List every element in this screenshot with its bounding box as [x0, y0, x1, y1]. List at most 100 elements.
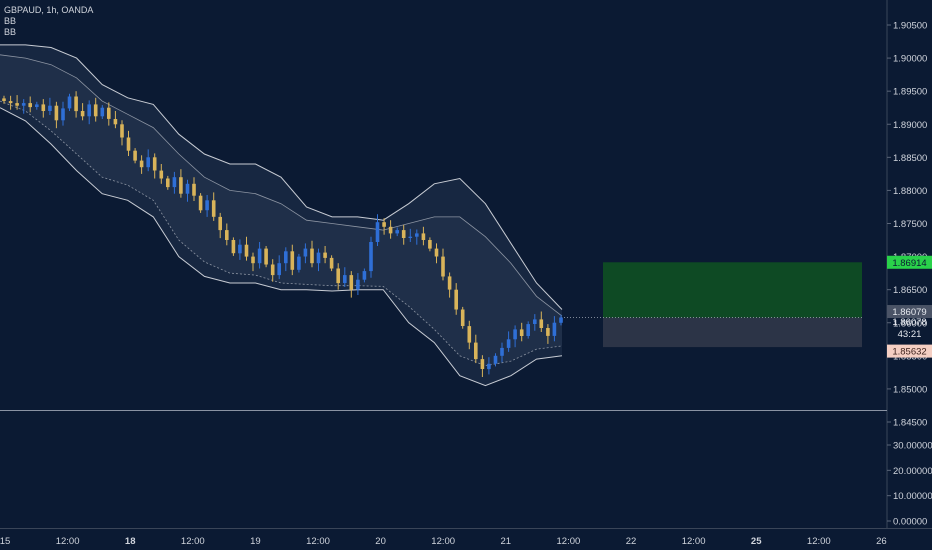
candles	[2, 91, 862, 377]
lower-pane-axis[interactable]: 30.00000 20.00000 10.00000 0.00000	[887, 441, 932, 528]
candle-body	[93, 104, 98, 117]
time-tick-label: 25	[751, 536, 762, 547]
candle-body	[107, 107, 111, 119]
symbol-title[interactable]: GBPAUD, 1h, OANDA	[4, 5, 94, 15]
time-tick-label: 26	[876, 536, 887, 547]
candle-body	[310, 248, 314, 264]
long-position-tool[interactable]	[603, 262, 862, 348]
time-tick-label: 15	[0, 536, 10, 547]
candle-body	[80, 111, 85, 117]
candle-body	[28, 103, 32, 108]
candle-body	[408, 236, 413, 238]
indicator-label-bb-2[interactable]: BB	[4, 27, 17, 37]
last-price-label: 1.86079	[892, 307, 926, 318]
candle-body	[120, 124, 124, 138]
candle-body	[539, 319, 544, 328]
price-tick-label: 1.86000	[893, 318, 927, 329]
candle-body	[185, 183, 190, 194]
candle-body	[454, 289, 458, 310]
stop-zone[interactable]	[603, 317, 862, 348]
time-tick-label: 18	[125, 536, 136, 547]
candle-body	[493, 355, 498, 364]
chart-legend: GBPAUD, 1h, OANDA BB BB	[4, 5, 93, 38]
time-tick-label: 12:00	[306, 536, 330, 547]
candle-body	[303, 248, 308, 257]
candle-body	[244, 244, 249, 257]
candle-body	[21, 103, 26, 106]
candle-body	[336, 268, 340, 284]
candle-body	[172, 177, 177, 188]
candle-body	[238, 244, 242, 254]
candle-body	[8, 101, 13, 104]
candle-body	[447, 276, 452, 290]
candle-body	[179, 177, 183, 194]
candle-body	[329, 257, 334, 269]
candle-body	[113, 119, 118, 125]
candle-body	[290, 251, 295, 270]
candle-body	[349, 275, 354, 290]
candle-body	[343, 275, 347, 283]
price-tick-label: 1.85000	[893, 384, 927, 395]
price-tick-label: 1.86500	[893, 285, 927, 296]
candle-body	[546, 328, 550, 336]
candle-body	[441, 256, 445, 277]
candle-body	[480, 359, 485, 369]
lower-tick-label: 20.00000	[893, 466, 932, 477]
time-tick-label: 22	[626, 536, 637, 547]
price-tick-label: 1.90000	[893, 54, 927, 65]
candle-body	[48, 105, 52, 111]
candle-body	[356, 279, 360, 290]
candle-body	[139, 160, 144, 168]
candle-body	[74, 96, 78, 112]
stop-price-label: 1.85632	[892, 347, 926, 358]
time-tick-label: 12:00	[682, 536, 706, 547]
time-tick-label: 21	[501, 536, 512, 547]
candle-body	[487, 363, 491, 370]
last-price-label-bg	[887, 305, 932, 319]
inner-lower-band	[0, 100, 563, 367]
candle-body	[552, 322, 557, 336]
candle-body	[284, 251, 288, 264]
candle-body	[225, 230, 229, 240]
candle-body	[41, 104, 46, 111]
candle-body	[205, 200, 209, 211]
candle-body	[2, 98, 6, 101]
lower-tick-label: 10.00000	[893, 491, 932, 502]
candle-body	[434, 248, 439, 257]
candle-body	[428, 240, 432, 249]
bar-countdown-label: 43:21	[898, 329, 922, 340]
candle-body	[257, 248, 262, 264]
time-tick-label: 12:00	[56, 536, 80, 547]
bollinger-bands	[0, 44, 563, 387]
price-tick-label: 1.90500	[893, 21, 927, 32]
candle-body	[198, 195, 203, 211]
indicator-label-bb-1[interactable]: BB	[4, 16, 17, 26]
entry-price-label: 1.86078	[892, 317, 926, 328]
candle-body	[559, 317, 563, 323]
candle-body	[35, 104, 39, 107]
candle-body	[270, 264, 275, 276]
inner-upper-band	[0, 54, 563, 317]
candle-body	[519, 329, 524, 336]
candle-body	[192, 183, 196, 196]
price-tick-label: 1.88500	[893, 153, 927, 164]
candle-body	[87, 104, 91, 117]
price-tick-label: 1.87500	[893, 219, 927, 230]
target-price-label: 1.86914	[892, 258, 926, 269]
candle-body	[166, 178, 170, 188]
time-axis[interactable]: 15 12:00 18 12:00 19 12:00 20 12:00 21 12:00 22 12:…	[0, 536, 887, 547]
candle-body	[474, 342, 478, 360]
candle-body	[533, 319, 537, 324]
candle-body	[401, 230, 406, 238]
candle-body	[231, 240, 236, 254]
candle-body	[526, 324, 530, 336]
candle-body	[500, 347, 504, 356]
candle-body	[388, 226, 393, 234]
stop-price-label-bg	[887, 344, 932, 358]
candle-body	[375, 222, 380, 242]
lower-tick-label: 30.00000	[893, 441, 932, 452]
target-zone[interactable]	[603, 262, 862, 318]
